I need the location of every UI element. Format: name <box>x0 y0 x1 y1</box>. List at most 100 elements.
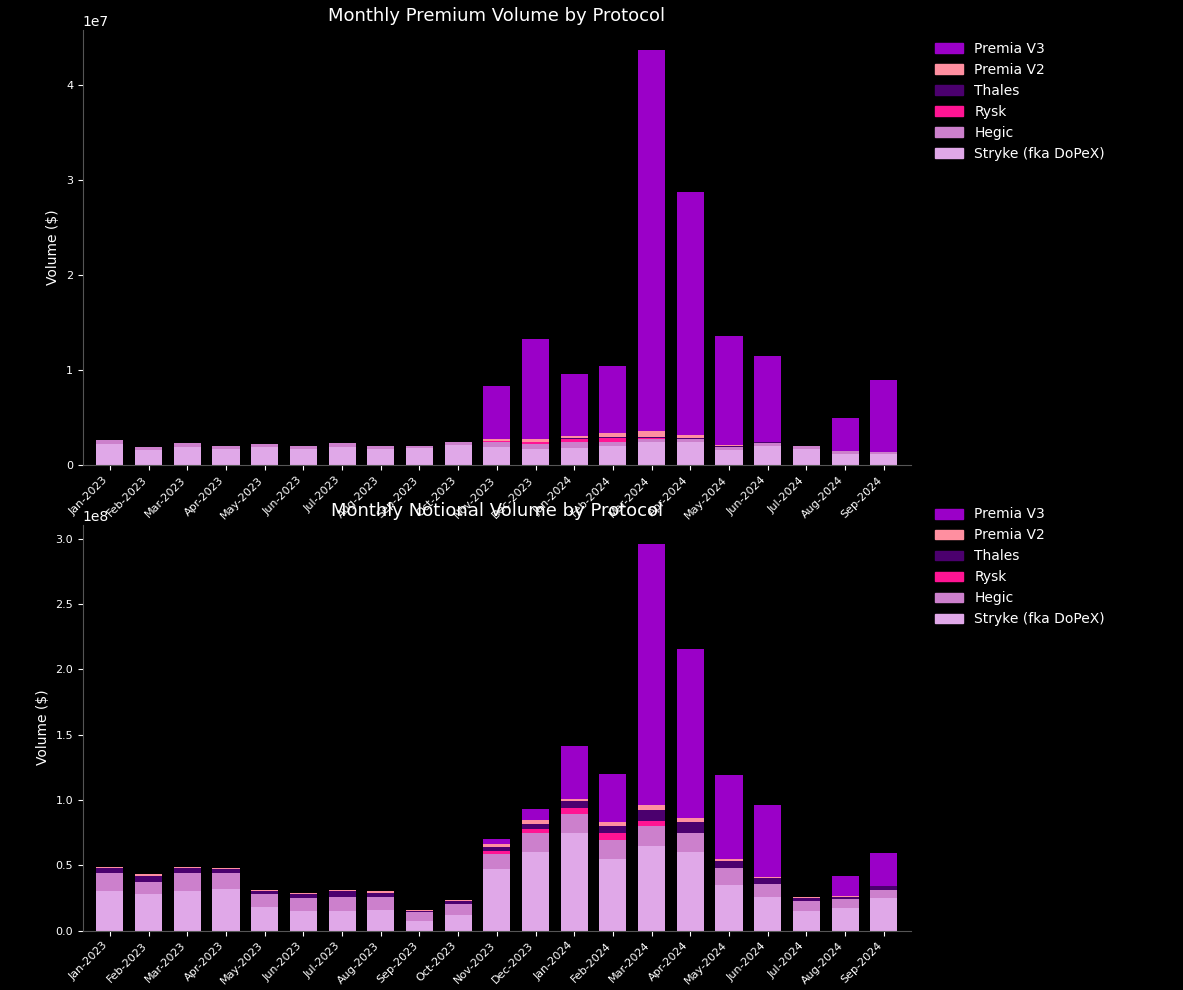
Bar <box>329 447 356 465</box>
Bar <box>832 451 859 453</box>
Bar <box>561 436 588 438</box>
Bar <box>871 853 898 885</box>
Bar <box>600 442 627 446</box>
Bar <box>329 897 356 911</box>
Bar <box>677 819 704 823</box>
Bar <box>638 845 665 931</box>
Bar <box>716 859 743 861</box>
Bar <box>484 443 510 447</box>
Bar <box>600 774 627 823</box>
Bar <box>755 805 781 877</box>
Bar <box>600 841 627 858</box>
Bar <box>522 445 549 449</box>
Bar <box>96 873 123 891</box>
Bar <box>561 448 588 465</box>
Bar <box>561 443 588 448</box>
Bar <box>755 355 781 442</box>
Bar <box>793 911 820 931</box>
Bar <box>522 809 549 820</box>
Bar <box>716 450 743 465</box>
Bar <box>251 444 278 447</box>
Bar <box>871 380 898 451</box>
Bar <box>445 442 472 446</box>
Bar <box>832 876 859 896</box>
Bar <box>406 448 433 465</box>
Bar <box>716 774 743 859</box>
Bar <box>832 909 859 931</box>
Bar <box>445 901 472 905</box>
Bar <box>561 815 588 833</box>
Bar <box>522 824 549 829</box>
Bar <box>290 449 317 465</box>
Bar <box>213 449 239 465</box>
Bar <box>406 911 433 913</box>
Bar <box>600 438 627 442</box>
Bar <box>96 440 123 445</box>
Bar <box>677 648 704 819</box>
Bar <box>174 891 201 931</box>
Bar <box>561 439 588 443</box>
Bar <box>871 898 898 931</box>
Bar <box>871 890 898 898</box>
Bar <box>213 868 239 869</box>
Bar <box>716 861 743 868</box>
Bar <box>677 192 704 435</box>
Bar <box>832 453 859 465</box>
Bar <box>329 444 356 447</box>
Bar <box>561 374 588 436</box>
Bar <box>522 820 549 824</box>
Bar <box>716 447 743 450</box>
Legend: Premia V3, Premia V2, Thales, Rysk, Hegic, Stryke (fka DoPeX): Premia V3, Premia V2, Thales, Rysk, Hegi… <box>930 37 1111 166</box>
Bar <box>755 884 781 897</box>
Bar <box>832 897 859 899</box>
Bar <box>290 446 317 449</box>
Bar <box>638 431 665 437</box>
Bar <box>213 446 239 449</box>
Bar <box>445 905 472 915</box>
Bar <box>484 447 510 465</box>
Bar <box>832 418 859 451</box>
Bar <box>96 891 123 931</box>
Bar <box>484 847 510 851</box>
Bar <box>213 889 239 931</box>
Bar <box>638 811 665 821</box>
Bar <box>329 891 356 897</box>
Bar <box>716 336 743 446</box>
Bar <box>367 449 394 465</box>
Bar <box>406 922 433 931</box>
Legend: Premia V3, Premia V2, Thales, Rysk, Hegic, Stryke (fka DoPeX): Premia V3, Premia V2, Thales, Rysk, Hegi… <box>930 502 1111 632</box>
Bar <box>290 898 317 911</box>
Bar <box>638 805 665 811</box>
Bar <box>251 894 278 907</box>
Bar <box>290 911 317 931</box>
Bar <box>484 439 510 441</box>
Bar <box>367 893 394 897</box>
Bar <box>600 823 627 826</box>
Bar <box>638 826 665 845</box>
Bar <box>96 866 123 868</box>
Bar <box>135 874 162 876</box>
Bar <box>213 869 239 873</box>
Bar <box>522 852 549 931</box>
Bar <box>793 898 820 901</box>
Bar <box>329 911 356 931</box>
Bar <box>716 885 743 931</box>
Bar <box>600 446 627 465</box>
Bar <box>793 901 820 911</box>
Bar <box>677 439 704 442</box>
Bar <box>251 907 278 931</box>
Bar <box>251 890 278 891</box>
Bar <box>755 878 781 884</box>
Bar <box>871 886 898 890</box>
Bar <box>793 446 820 449</box>
Bar <box>174 447 201 465</box>
Bar <box>445 915 472 931</box>
Bar <box>716 868 743 885</box>
Bar <box>871 451 898 453</box>
Bar <box>638 544 665 805</box>
Bar <box>484 844 510 847</box>
Bar <box>755 446 781 465</box>
Bar <box>445 446 472 465</box>
Bar <box>484 441 510 443</box>
Bar <box>561 746 588 799</box>
